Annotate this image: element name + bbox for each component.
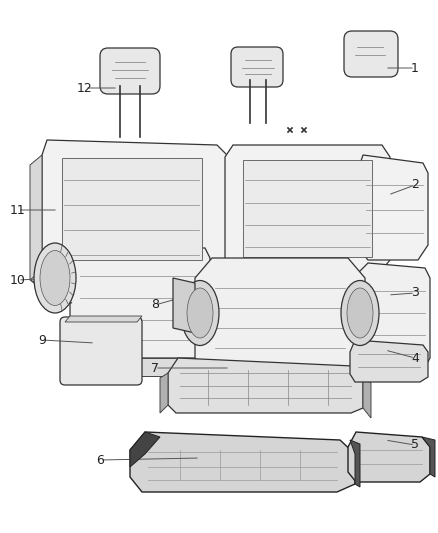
Ellipse shape (341, 280, 379, 345)
Ellipse shape (40, 251, 70, 305)
Polygon shape (350, 440, 360, 487)
Polygon shape (160, 373, 168, 413)
Polygon shape (30, 155, 42, 280)
Text: 4: 4 (411, 351, 419, 365)
FancyBboxPatch shape (231, 47, 283, 87)
Ellipse shape (187, 288, 213, 338)
Text: 8: 8 (151, 298, 159, 311)
Ellipse shape (34, 243, 76, 313)
FancyBboxPatch shape (344, 31, 398, 77)
Polygon shape (390, 41, 396, 67)
Polygon shape (358, 155, 428, 260)
Text: 12: 12 (77, 82, 93, 94)
Polygon shape (70, 248, 210, 358)
Polygon shape (348, 432, 430, 482)
Polygon shape (225, 145, 390, 275)
Text: 9: 9 (38, 334, 46, 346)
Text: 6: 6 (96, 454, 104, 466)
Text: 10: 10 (10, 273, 26, 287)
Polygon shape (65, 316, 142, 322)
Text: 5: 5 (411, 439, 419, 451)
FancyBboxPatch shape (100, 48, 160, 94)
Polygon shape (30, 280, 72, 303)
Ellipse shape (181, 280, 219, 345)
Polygon shape (168, 358, 363, 413)
Text: 7: 7 (151, 361, 159, 375)
Polygon shape (276, 56, 282, 80)
Text: 1: 1 (411, 61, 419, 75)
Ellipse shape (347, 288, 373, 338)
Polygon shape (130, 432, 355, 492)
Polygon shape (358, 263, 430, 373)
Polygon shape (62, 158, 202, 260)
Text: 3: 3 (411, 287, 419, 300)
Polygon shape (152, 58, 158, 86)
Polygon shape (75, 358, 205, 376)
Polygon shape (195, 258, 365, 373)
Polygon shape (243, 160, 372, 257)
FancyBboxPatch shape (60, 317, 142, 385)
Text: 2: 2 (411, 179, 419, 191)
Polygon shape (130, 432, 160, 467)
Text: 11: 11 (10, 204, 26, 216)
Polygon shape (422, 437, 435, 477)
Polygon shape (173, 278, 195, 333)
Polygon shape (363, 378, 371, 418)
Polygon shape (42, 140, 227, 285)
Polygon shape (350, 340, 428, 382)
